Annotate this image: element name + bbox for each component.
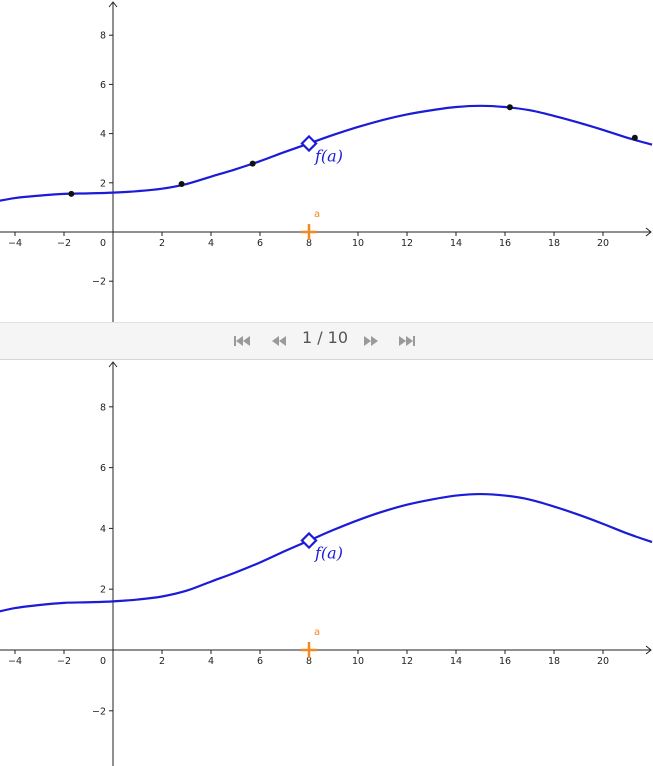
x-tick-label: 6: [257, 656, 263, 667]
x-tick-label: −4: [8, 238, 22, 249]
y-tick-label: 6: [100, 80, 106, 91]
point-fa-label: f(a): [314, 146, 343, 165]
x-tick-label: 16: [499, 656, 511, 667]
next-icon[interactable]: [360, 332, 382, 350]
x-tick-label: 14: [450, 656, 462, 667]
x-tick-label: 8: [306, 238, 312, 249]
x-axis-arrow: [645, 227, 652, 237]
y-tick-label: 4: [100, 129, 106, 140]
sample-point: [506, 104, 513, 111]
x-tick-label: 18: [548, 238, 560, 249]
previous-icon[interactable]: [268, 332, 290, 350]
y-tick-label: 2: [100, 585, 106, 596]
x-tick-label: 18: [548, 656, 560, 667]
x-tick-label: 2: [159, 238, 165, 249]
function-curve: [0, 492, 653, 613]
x-tick-label: 16: [499, 238, 511, 249]
x-tick-label: −2: [57, 656, 71, 667]
y-tick-label: 4: [100, 524, 106, 535]
x-tick-label: 14: [450, 238, 462, 249]
x-tick-label: 0: [100, 656, 106, 667]
x-tick-label: 20: [597, 238, 609, 249]
function-curve: [0, 104, 653, 202]
x-tick-label: 4: [208, 656, 214, 667]
x-tick-label: −4: [8, 656, 22, 667]
sample-point: [249, 160, 256, 167]
x-tick-label: 8: [306, 656, 312, 667]
point-a-label: a: [314, 209, 320, 220]
y-axis-arrow: [108, 1, 118, 8]
page-indicator: 1 / 10: [301, 328, 349, 347]
x-tick-label: 10: [352, 656, 364, 667]
y-tick-label: −2: [92, 277, 106, 288]
y-tick-label: 6: [100, 463, 106, 474]
x-tick-label: 6: [257, 238, 263, 249]
sample-point: [178, 181, 185, 188]
x-tick-label: 10: [352, 238, 364, 249]
bottom-graph-panel[interactable]: −4 −2 0 2 4 6 8 10 12 14 16 18 20 −2 2 4 6 8 a f(a): [0, 360, 653, 766]
x-tick-label: 12: [401, 238, 413, 249]
y-axis-arrow: [108, 361, 118, 368]
last-icon[interactable]: [396, 332, 418, 350]
sample-point: [68, 190, 75, 197]
y-tick-label: −2: [92, 706, 106, 717]
point-fa-marker: [300, 531, 318, 550]
x-axis-arrow: [645, 645, 652, 655]
sample-point: [631, 134, 638, 141]
y-tick-label: 8: [100, 31, 106, 42]
x-tick-label: 2: [159, 656, 165, 667]
y-tick-label: 8: [100, 402, 106, 413]
point-a-label: a: [314, 627, 320, 638]
top-graph-panel[interactable]: −4 −2 0 2 4 6 8 10 12 14 16 18 20 −2 2 4 6 8 a f(a): [0, 0, 653, 322]
x-tick-label: 20: [597, 656, 609, 667]
first-icon[interactable]: [231, 332, 253, 350]
x-tick-label: −2: [57, 238, 71, 249]
bottom-graph-canvas[interactable]: −4 −2 0 2 4 6 8 10 12 14 16 18 20 −2 2 4 6 8 a f(a): [0, 360, 653, 766]
top-graph-canvas[interactable]: −4 −2 0 2 4 6 8 10 12 14 16 18 20 −2 2 4 6 8 a f(a): [0, 0, 653, 322]
slide-navigation-bar: 1 / 10: [0, 322, 653, 360]
point-fa-label: f(a): [314, 544, 343, 563]
y-tick-label: 2: [100, 178, 106, 189]
x-tick-label: 12: [401, 656, 413, 667]
x-tick-label: 4: [208, 238, 214, 249]
x-tick-label: 0: [100, 238, 106, 249]
point-fa-marker: [300, 134, 318, 153]
